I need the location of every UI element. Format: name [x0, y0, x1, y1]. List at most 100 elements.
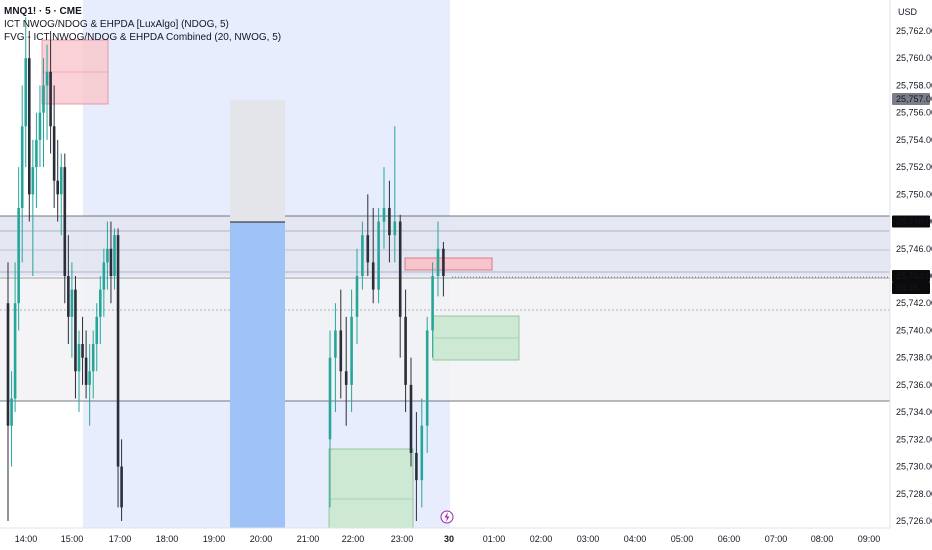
time-tick-label: 07:00: [765, 534, 788, 544]
candle-body: [56, 180, 59, 195]
candle-body: [52, 126, 56, 181]
price-tick-label: 25,726.00: [896, 516, 932, 526]
time-tick-label: 21:00: [297, 534, 320, 544]
time-tick-label: 22:00: [342, 534, 365, 544]
time-tick-label: 15:00: [61, 534, 84, 544]
candle-body: [420, 425, 424, 481]
candle-body: [398, 221, 402, 317]
price-badge-text: 25,748.00: [896, 217, 932, 227]
candle-body: [109, 248, 113, 276]
time-tick-label: 06:00: [718, 534, 741, 544]
price-badge-text: 04:45: [896, 283, 919, 293]
price-tick-label: 25,736.00: [896, 380, 932, 390]
candle-body: [70, 289, 74, 317]
candle-body: [63, 167, 67, 276]
price-badge[interactable]: [892, 215, 930, 228]
candle-body: [99, 289, 102, 317]
candle-body: [74, 289, 77, 372]
price-tick-label: 25,750.00: [896, 189, 932, 199]
time-tick-label: 01:00: [483, 534, 506, 544]
candle-body: [404, 316, 407, 385]
time-tick-label: 14:00: [15, 534, 38, 544]
candle-body: [334, 330, 337, 358]
price-tick-label: 25,728.00: [896, 489, 932, 499]
candle-body: [13, 303, 17, 399]
candle-body: [409, 384, 413, 453]
candle-body: [116, 235, 120, 467]
candle-body: [35, 139, 38, 168]
candle-body: [113, 235, 116, 276]
price-badge[interactable]: [892, 270, 930, 282]
price-badge-text: 25,744.00: [896, 271, 932, 281]
candle-body: [442, 248, 445, 276]
symbol-title[interactable]: MNQ1! · 5 · CME: [4, 6, 82, 17]
candle-body: [6, 303, 10, 426]
indicator-legend-1[interactable]: ICT NWOG/NDOG & EHPDA [LuxAlgo] (NDOG, 5…: [4, 19, 229, 30]
price-badge[interactable]: [892, 282, 930, 294]
candle-body: [328, 357, 332, 440]
price-tick-label: 25,756.00: [896, 108, 932, 118]
price-tick-label: 25,740.00: [896, 325, 932, 335]
candle-body: [377, 221, 380, 290]
bullish-fvg-box-2: [328, 448, 414, 529]
candle-body: [382, 207, 386, 222]
candle-body: [10, 398, 13, 426]
candle-body: [431, 276, 434, 331]
time-tick-label: 08:00: [811, 534, 834, 544]
price-tick-label: 25,760.00: [896, 53, 932, 63]
candle-body: [49, 71, 52, 127]
time-tick-label: 02:00: [530, 534, 553, 544]
candle-body: [42, 85, 45, 113]
price-tick-label: 25,746.00: [896, 244, 932, 254]
candle-body: [393, 221, 397, 236]
price-badge[interactable]: [892, 93, 930, 106]
time-tick-label: 09:00: [858, 534, 881, 544]
indicator-legend-2[interactable]: FVG - ICT NWOG/NDOG & EHPDA Combined (20…: [4, 32, 282, 43]
price-tick-label: 25,742.00: [896, 298, 932, 308]
price-tick-label: 25,762.00: [896, 26, 932, 36]
price-tick-label: 25,732.00: [896, 434, 932, 444]
candle-body: [20, 126, 24, 208]
candle-body: [102, 262, 106, 290]
candle-body: [415, 452, 418, 481]
bearish-fvg-box-2: [404, 257, 493, 271]
candle-body: [425, 330, 429, 426]
candle-body: [31, 167, 35, 195]
price-tick-label: 25,738.00: [896, 353, 932, 363]
price-tick-label: 25,758.00: [896, 80, 932, 90]
candle-body: [355, 276, 359, 317]
candle-body: [350, 316, 353, 385]
time-tick-label: 04:00: [624, 534, 647, 544]
price-tick-label: 25,734.00: [896, 407, 932, 417]
candle-body: [371, 262, 375, 290]
candle-body: [344, 371, 348, 385]
candle-body: [366, 235, 370, 263]
candle-body: [84, 357, 88, 385]
lightning-bolt-icon: [444, 512, 450, 522]
candle-body: [81, 344, 84, 358]
candle-body: [38, 112, 42, 140]
candle-body: [88, 371, 91, 385]
candle-body: [106, 248, 109, 263]
time-tick-label: 30: [444, 534, 454, 544]
time-tick-label: 03:00: [577, 534, 600, 544]
candle-body: [67, 276, 70, 317]
candle-body: [388, 207, 391, 236]
price-tick-label: 25,752.00: [896, 162, 932, 172]
time-tick-label: 20:00: [250, 534, 273, 544]
candle-body: [339, 330, 343, 372]
candle-body: [28, 58, 31, 195]
time-tick-label: 05:00: [671, 534, 694, 544]
price-tick-label: 25,730.00: [896, 462, 932, 472]
candle-body: [24, 58, 28, 127]
candle-body: [436, 248, 440, 276]
blue-range-box: [230, 222, 285, 528]
candle-body: [77, 344, 81, 372]
candle-body: [17, 207, 20, 304]
time-tick-label: 23:00: [391, 534, 414, 544]
candle-body: [95, 316, 99, 345]
time-tick-label: 19:00: [203, 534, 226, 544]
candle-body: [45, 71, 49, 86]
currency-label: USD: [898, 7, 918, 17]
